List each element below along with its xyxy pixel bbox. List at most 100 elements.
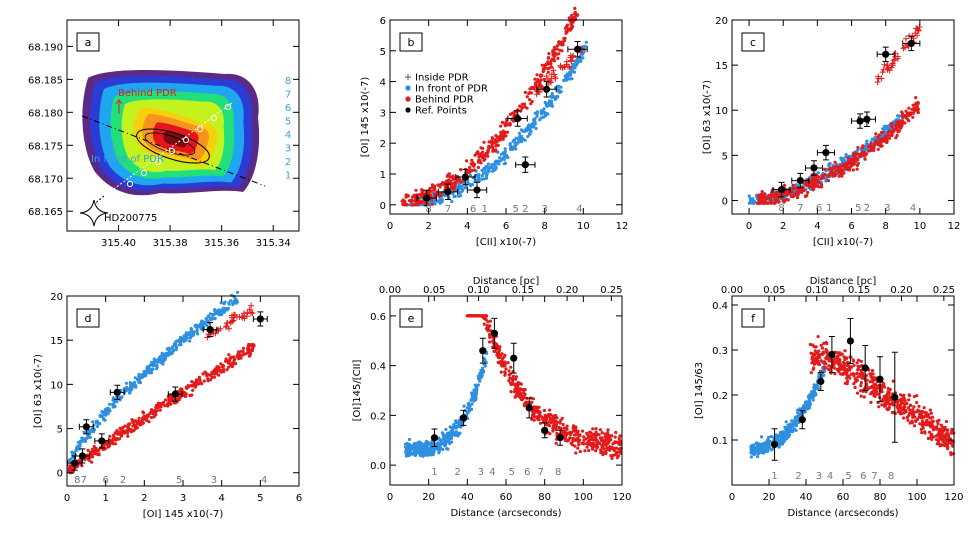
behind-point — [531, 414, 535, 418]
behind-point — [767, 194, 772, 198]
in-front-point — [420, 443, 424, 447]
behind-point — [217, 365, 221, 369]
behind-point — [886, 386, 890, 391]
behind-point — [792, 194, 796, 198]
behind-point — [915, 417, 920, 421]
ref-point — [891, 393, 899, 401]
in-front-point — [516, 141, 520, 145]
ref-point-number: 5 — [855, 203, 861, 214]
y-axis-label: [OI] 63 x10(-7) — [702, 80, 713, 154]
legend-entry: Behind PDR — [415, 95, 474, 106]
behind-point — [481, 146, 485, 150]
inside-pdr-point — [248, 302, 255, 309]
behind-point — [846, 156, 850, 160]
behind-point — [538, 421, 543, 425]
panel-d: 8762534d012345605101520[OI] 145 x10(-7)[… — [33, 290, 302, 520]
behind-point — [912, 109, 916, 113]
panel-label: a — [85, 36, 92, 49]
in-front-point — [447, 435, 451, 439]
inside-pdr-point — [894, 53, 901, 60]
in-front-point — [520, 140, 524, 144]
behind-point — [943, 441, 947, 445]
behind-point — [418, 201, 422, 205]
x-tick-label: 0 — [729, 492, 735, 503]
behind-point — [859, 381, 864, 385]
in-front-point — [149, 371, 154, 375]
in-front-point — [215, 310, 219, 314]
behind-point — [833, 174, 837, 178]
in-front-point — [129, 388, 133, 392]
behind-point — [889, 123, 893, 127]
behind-point — [876, 147, 880, 151]
behind-point — [879, 386, 883, 390]
in-front-point — [760, 446, 764, 450]
in-front-point — [530, 124, 535, 128]
ref-point-number: 1 — [771, 471, 777, 482]
behind-point — [86, 448, 90, 452]
behind-point — [827, 367, 831, 372]
behind-point — [772, 201, 776, 205]
in-front-point — [766, 449, 770, 453]
behind-point — [222, 364, 226, 368]
in-front-point — [528, 125, 532, 129]
ref-number: 3 — [285, 144, 291, 155]
behind-point — [907, 113, 911, 117]
behind-point — [901, 406, 906, 410]
ref-point — [777, 186, 786, 194]
behind-point — [892, 129, 896, 133]
behind-point — [535, 73, 539, 77]
behind-point — [585, 432, 589, 436]
behind-point — [855, 163, 860, 167]
behind-point — [518, 104, 522, 108]
behind-point — [827, 364, 831, 368]
in-front-point — [792, 420, 796, 424]
behind-point — [554, 441, 558, 445]
behind-point — [826, 179, 831, 183]
behind-point — [887, 390, 891, 394]
behind-point — [542, 408, 547, 413]
behind-point — [760, 190, 764, 194]
in-front-point — [462, 404, 466, 408]
in-front-point — [225, 308, 229, 312]
x-tick-label: 5 — [257, 493, 263, 504]
behind-point — [894, 136, 898, 140]
in-front-point — [422, 445, 426, 450]
behind-point — [513, 395, 517, 399]
behind-point — [911, 410, 915, 415]
in-front-point — [441, 447, 445, 452]
behind-point — [551, 57, 555, 61]
behind-point — [789, 194, 793, 198]
behind-point — [823, 360, 827, 364]
behind-point — [912, 405, 916, 409]
behind-point — [838, 351, 842, 355]
in-front-point — [508, 142, 512, 146]
behind-point — [929, 411, 933, 415]
behind-point — [851, 359, 856, 363]
ref-point-number: 3 — [211, 475, 217, 486]
behind-point — [900, 110, 904, 114]
behind-point — [819, 343, 823, 347]
in-front-point — [103, 408, 107, 412]
behind-point — [853, 385, 857, 390]
in-front-point — [584, 40, 588, 44]
in-front-point — [534, 126, 538, 131]
behind-point — [907, 398, 911, 402]
ref-location-marker — [196, 125, 204, 133]
behind-point — [600, 443, 604, 447]
behind-point — [432, 184, 437, 188]
ref-point-errorbar — [515, 156, 536, 173]
behind-point — [930, 425, 935, 429]
in-front-point — [122, 387, 126, 391]
behind-point — [871, 384, 875, 388]
behind-point — [812, 366, 816, 370]
ref-number: 4 — [285, 130, 291, 141]
x-tick-label: 40 — [461, 492, 474, 503]
in-front-point — [532, 120, 536, 124]
behind-point — [577, 443, 581, 447]
ref-number: 1 — [285, 171, 291, 182]
x-tick-label: 60 — [837, 492, 850, 503]
ref-point — [473, 186, 481, 194]
behind-point — [148, 412, 152, 416]
behind-point — [855, 371, 859, 376]
